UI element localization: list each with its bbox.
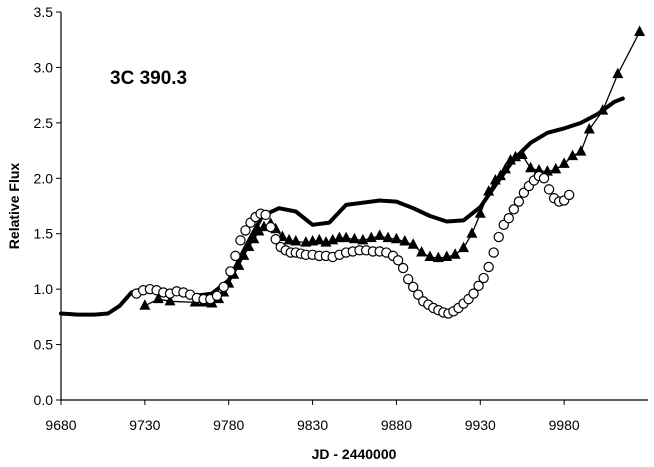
triangle-point — [550, 162, 562, 174]
triangle-point — [597, 104, 609, 115]
triangle-series-line — [144, 31, 641, 307]
x-tick-label: 9780 — [213, 417, 244, 433]
triangle-point — [357, 233, 369, 245]
circle-point — [488, 247, 499, 258]
smoothed-flux-line — [59, 96, 625, 317]
triangle-point — [283, 233, 295, 245]
triangle-point — [474, 207, 486, 218]
circle-point — [468, 288, 479, 299]
triangle-point — [541, 165, 553, 176]
triangle-point — [483, 185, 495, 196]
y-axis-ticks: 0.0 0.5 1.0 1.5 2.0 2.5 3.0 3.5 — [34, 4, 61, 408]
circle-point — [240, 225, 251, 236]
triangle-point — [416, 246, 428, 257]
series-2-open-circles — [131, 170, 575, 319]
circle-point — [402, 273, 414, 285]
triangle-point — [390, 232, 402, 244]
circle-point — [483, 261, 494, 273]
circle-point — [563, 189, 575, 201]
triangle-point — [365, 231, 377, 243]
triangle-point — [466, 227, 478, 238]
triangle-point — [449, 248, 461, 259]
triangle-point — [504, 154, 516, 165]
triangle-point — [432, 251, 444, 263]
triangle-point — [290, 234, 302, 246]
triangle-point — [349, 232, 360, 244]
triangle-point — [612, 67, 624, 79]
y-tick-label: 0.5 — [34, 337, 54, 353]
triangle-point — [424, 250, 436, 261]
series-layer — [59, 25, 646, 319]
plot-area — [60, 12, 648, 401]
circle-point — [503, 212, 514, 224]
series-0-thick-line — [59, 96, 625, 317]
triangle-point — [313, 233, 325, 245]
triangle-point — [407, 238, 419, 249]
circle-point — [508, 204, 520, 215]
x-tick-label: 9680 — [45, 417, 76, 433]
chart-annotation: 3C 390.3 — [110, 68, 187, 89]
triangle-point — [382, 231, 394, 243]
y-tick-label: 2.0 — [34, 170, 54, 186]
x-axis-title: JD - 2440000 — [312, 446, 397, 462]
circle-point — [538, 173, 550, 184]
triangle-point — [248, 232, 260, 244]
circle-point — [270, 234, 281, 245]
x-axis-ticks: 9680 9730 9780 9830 9880 9930 9980 — [45, 400, 580, 433]
triangle-point — [499, 162, 511, 174]
triangle-point — [567, 149, 579, 161]
triangle-point — [238, 249, 250, 260]
circle-point — [260, 209, 271, 221]
triangle-point — [233, 259, 245, 270]
circle-point — [211, 290, 223, 301]
y-tick-label: 2.5 — [34, 115, 54, 131]
circle-point — [478, 272, 489, 284]
x-tick-label: 9830 — [297, 417, 328, 433]
triangle-point — [458, 241, 470, 253]
triangle-point — [243, 240, 255, 252]
y-tick-label: 3.0 — [34, 59, 54, 75]
circle-point — [408, 281, 419, 293]
triangle-point — [558, 157, 570, 168]
triangle-point — [441, 250, 453, 261]
circle-point — [513, 196, 525, 207]
x-tick-label: 9880 — [381, 417, 412, 433]
circle-point — [230, 250, 241, 262]
x-tick-label: 9930 — [465, 417, 496, 433]
circle-point — [543, 184, 555, 195]
circle-point — [392, 255, 404, 266]
x-tick-label: 9980 — [549, 417, 580, 433]
triangle-point — [575, 145, 587, 156]
y-axis-title: Relative Flux — [6, 163, 22, 250]
triangle-point — [374, 229, 386, 240]
y-tick-label: 1.5 — [34, 226, 54, 242]
y-tick-label: 1.0 — [34, 281, 54, 297]
circle-point — [397, 262, 409, 274]
circle-point — [235, 235, 246, 246]
triangle-point — [340, 231, 352, 243]
y-tick-label: 3.5 — [34, 4, 54, 20]
circle-point — [218, 281, 229, 293]
circle-point — [493, 231, 504, 243]
x-tick-label: 9730 — [129, 417, 160, 433]
series-1-triangles-with-line — [139, 25, 646, 310]
triangle-point — [399, 234, 411, 246]
triangle-point — [525, 161, 537, 173]
circle-point — [265, 221, 276, 233]
circle-point — [225, 266, 236, 277]
circle-point — [473, 280, 484, 292]
triangle-point — [152, 292, 164, 304]
triangle-point — [139, 299, 151, 310]
triangle-point — [583, 123, 595, 134]
triangle-point — [494, 169, 506, 181]
triangle-point — [164, 294, 176, 306]
triangle-point — [634, 25, 646, 36]
y-tick-label: 0.0 — [34, 392, 54, 408]
triangle-point — [516, 148, 528, 160]
